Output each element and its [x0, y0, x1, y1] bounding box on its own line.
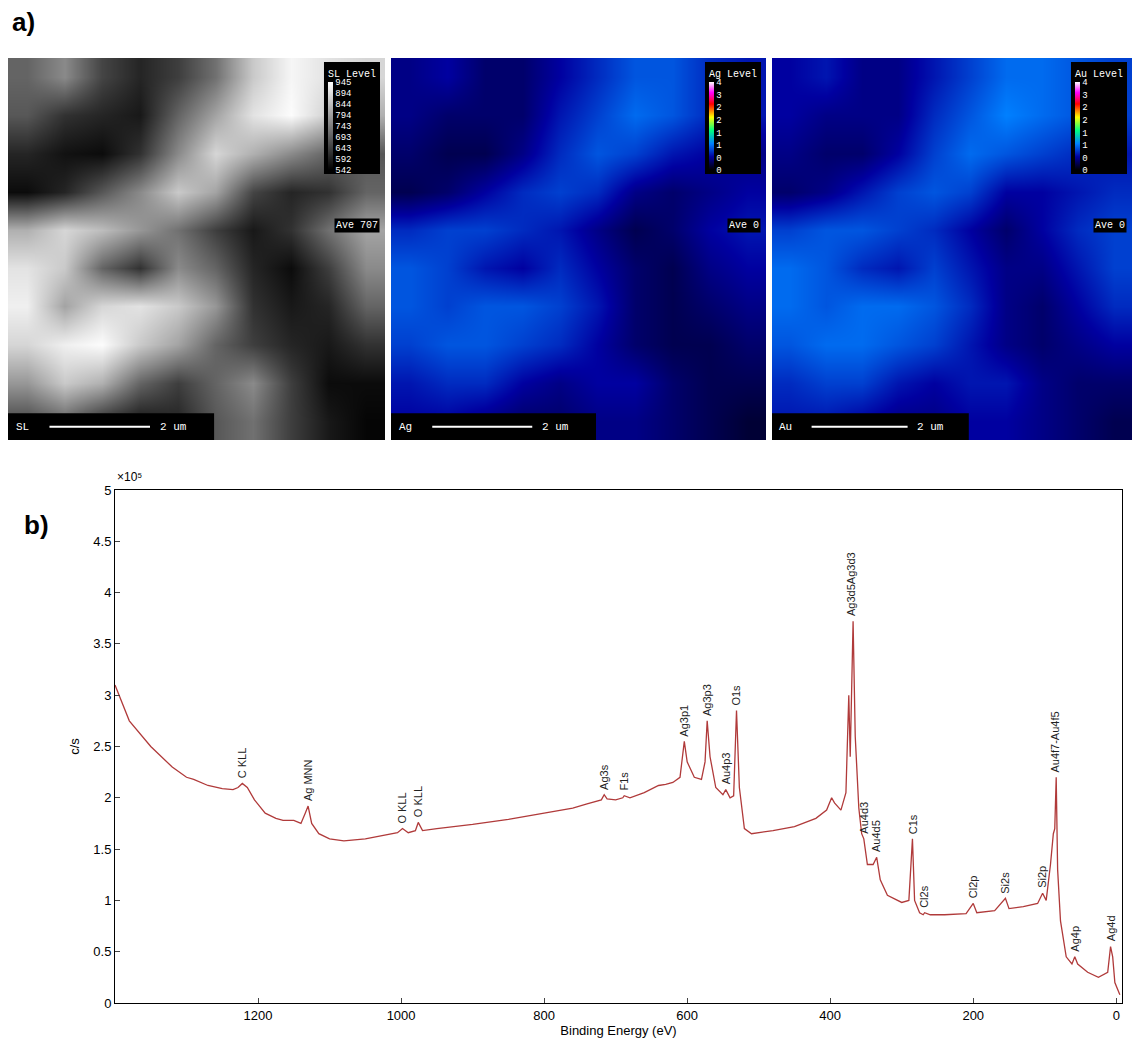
svg-text:0.5: 0.5 — [93, 944, 111, 959]
svg-text:0: 0 — [1082, 154, 1087, 164]
svg-text:Au4p3: Au4p3 — [720, 753, 732, 785]
svg-text:Au4d5: Au4d5 — [870, 820, 882, 852]
svg-text:643: 643 — [335, 144, 351, 154]
svg-text:1: 1 — [104, 893, 111, 908]
svg-text:894: 894 — [335, 89, 351, 99]
svg-text:2: 2 — [1082, 116, 1087, 126]
svg-text:4: 4 — [104, 585, 111, 600]
svg-text:2: 2 — [716, 103, 721, 113]
svg-text:945: 945 — [335, 78, 351, 88]
svg-text:Au Level: Au Level — [1075, 69, 1123, 80]
svg-text:Ave 0: Ave 0 — [1095, 220, 1125, 231]
svg-text:2.5: 2.5 — [93, 739, 111, 754]
svg-text:800: 800 — [533, 1008, 555, 1023]
svg-text:Ag MNN: Ag MNN — [302, 759, 314, 801]
svg-text:2 um: 2 um — [542, 421, 569, 433]
svg-text:5: 5 — [104, 483, 111, 498]
svg-text:1: 1 — [1082, 129, 1087, 139]
svg-text:Au4f7-Au4f5: Au4f7-Au4f5 — [1049, 711, 1061, 772]
svg-text:Binding Energy (eV): Binding Energy (eV) — [560, 1023, 676, 1038]
svg-text:0: 0 — [104, 996, 111, 1011]
svg-text:Cl2s: Cl2s — [918, 885, 930, 908]
svg-text:794: 794 — [335, 111, 351, 121]
svg-text:600: 600 — [676, 1008, 698, 1023]
svg-text:b): b) — [24, 510, 49, 540]
svg-text:F1s: F1s — [618, 772, 630, 791]
svg-text:Cl2p: Cl2p — [967, 876, 979, 899]
svg-text:a): a) — [12, 7, 35, 37]
svg-text:Si2s: Si2s — [999, 872, 1011, 894]
svg-text:2: 2 — [104, 790, 111, 805]
svg-text:1: 1 — [1082, 141, 1087, 151]
svg-text:4.5: 4.5 — [93, 534, 111, 549]
svg-text:200: 200 — [962, 1008, 984, 1023]
svg-text:Ag Level: Ag Level — [709, 69, 757, 80]
svg-text:2: 2 — [1082, 103, 1087, 113]
svg-text:Ag4d: Ag4d — [1105, 915, 1117, 941]
svg-text:Ag4p: Ag4p — [1069, 926, 1081, 952]
svg-text:4: 4 — [1082, 78, 1087, 88]
svg-text:Au: Au — [779, 421, 792, 433]
svg-text:0: 0 — [716, 166, 721, 176]
svg-text:3: 3 — [716, 91, 721, 101]
svg-text:Ag: Ag — [399, 421, 412, 433]
svg-text:3.5: 3.5 — [93, 636, 111, 651]
svg-text:0: 0 — [716, 154, 721, 164]
svg-text:1200: 1200 — [244, 1008, 273, 1023]
svg-text:743: 743 — [335, 122, 351, 132]
svg-text:Au4d3: Au4d3 — [858, 802, 870, 834]
svg-text:Ag3p1: Ag3p1 — [678, 705, 690, 737]
svg-text:3: 3 — [104, 688, 111, 703]
svg-text:O KLL: O KLL — [396, 792, 408, 823]
svg-text:400: 400 — [819, 1008, 841, 1023]
svg-text:Ag3p3: Ag3p3 — [701, 684, 713, 716]
svg-text:Ag3d5Ag3d3: Ag3d5Ag3d3 — [845, 552, 857, 616]
svg-text:C1s: C1s — [907, 814, 919, 834]
svg-text:1.5: 1.5 — [93, 842, 111, 857]
svg-text:Ave 0: Ave 0 — [729, 220, 759, 231]
svg-text:Si2p: Si2p — [1036, 866, 1048, 888]
svg-text:0: 0 — [1082, 166, 1087, 176]
svg-text:C KLL: C KLL — [236, 748, 248, 779]
svg-text:c/s: c/s — [67, 738, 82, 755]
svg-text:693: 693 — [335, 133, 351, 143]
svg-text:2 um: 2 um — [160, 421, 187, 433]
svg-text:1000: 1000 — [387, 1008, 416, 1023]
svg-text:1: 1 — [716, 129, 721, 139]
svg-text:4: 4 — [716, 78, 721, 88]
svg-text:592: 592 — [335, 155, 351, 165]
svg-text:Ave 707: Ave 707 — [336, 220, 378, 231]
svg-text:×10⁵: ×10⁵ — [117, 470, 142, 484]
svg-text:0: 0 — [1113, 1008, 1120, 1023]
svg-text:SL Level: SL Level — [328, 69, 376, 80]
svg-text:542: 542 — [335, 166, 351, 176]
svg-text:SL: SL — [16, 421, 29, 433]
svg-text:O KLL: O KLL — [412, 786, 424, 817]
svg-text:1: 1 — [716, 141, 721, 151]
svg-text:2 um: 2 um — [917, 421, 944, 433]
svg-text:O1s: O1s — [730, 685, 742, 706]
svg-text:Ag3s: Ag3s — [598, 764, 610, 790]
svg-text:3: 3 — [1082, 91, 1087, 101]
svg-text:2: 2 — [716, 116, 721, 126]
svg-text:844: 844 — [335, 100, 351, 110]
